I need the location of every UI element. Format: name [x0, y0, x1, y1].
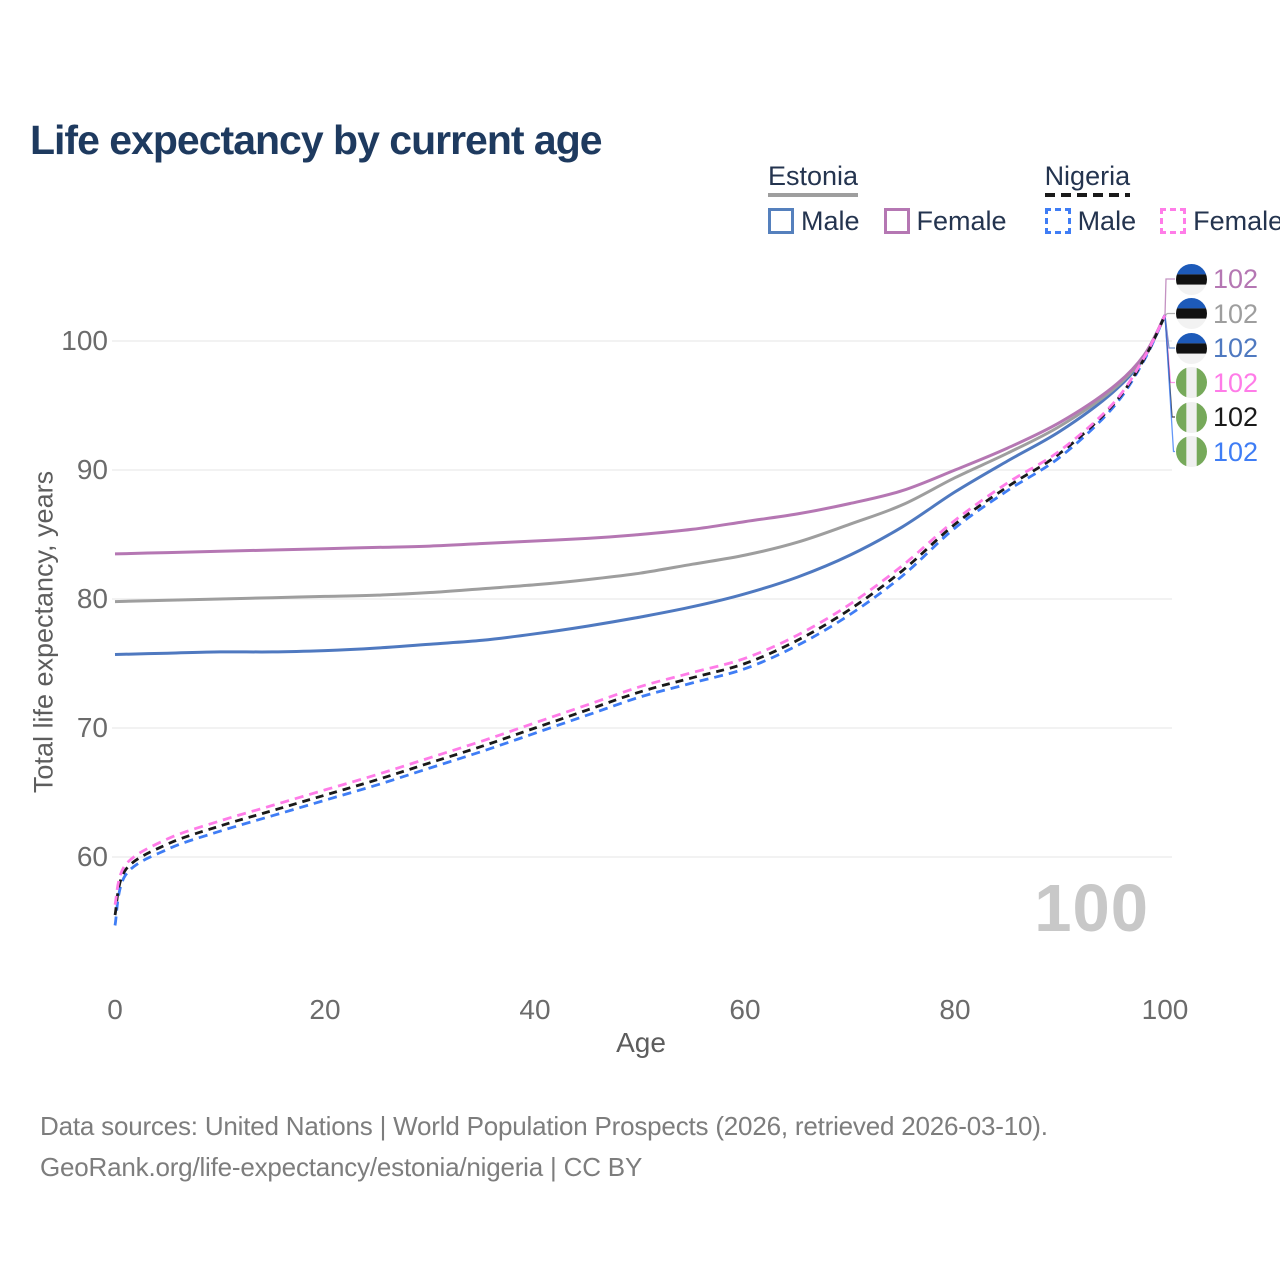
legend-solid-underline [768, 193, 859, 197]
legend-swatch-estonia-male [768, 208, 794, 234]
end-value-nigeria-female: 102 [1213, 367, 1259, 398]
x-tick-20: 20 [309, 994, 341, 1025]
nigeria-flag-icon [1176, 401, 1207, 433]
legend-group-nigeria: Nigeria Male Female [1044, 161, 1280, 236]
end-value-nigeria-male: 102 [1213, 436, 1259, 467]
legend-country-nigeria[interactable]: Nigeria [1044, 161, 1131, 197]
estonia-flag-icon [1176, 263, 1207, 295]
footer-attribution-line: GeoRank.org/life-expectancy/estonia/nige… [40, 1152, 643, 1182]
legend-swatch-nigeria-female [1160, 208, 1187, 234]
x-axis-title: Age [616, 1027, 666, 1058]
legend-dashed-underline [1044, 193, 1131, 197]
legend-swatch-nigeria-male [1044, 208, 1071, 234]
legend-item-nigeria-female[interactable]: Female [1160, 206, 1280, 236]
legend-country-label: Nigeria [1044, 161, 1131, 191]
page-title: Life expectancy by current age [30, 117, 603, 164]
end-value-estonia-total: 102 [1213, 298, 1259, 329]
legend-item-estonia-female[interactable]: Female [883, 206, 1007, 236]
end-label-estonia-male: 102 [1176, 332, 1258, 364]
legend-item-label: Male [801, 206, 860, 236]
hover-age-indicator: 100 [1034, 871, 1149, 946]
leader-line-nigeria-male [1164, 315, 1175, 453]
line-estonia-male[interactable] [114, 314, 1167, 656]
x-tick-40: 40 [519, 994, 551, 1025]
chart-legend: Estonia Male Female Nigeria Male Female [768, 161, 1280, 236]
end-label-nigeria-total: 102 [1176, 401, 1258, 433]
footer: Data sources: United Nations | World Pop… [40, 1106, 1048, 1188]
y-axis-title: Total life expectancy, years [28, 470, 59, 794]
line-estonia-total[interactable] [114, 314, 1167, 604]
legend-item-nigeria-male[interactable]: Male [1044, 206, 1137, 236]
legend-country-label: Estonia [768, 161, 859, 191]
end-value-estonia-female: 102 [1213, 264, 1259, 294]
x-tick-0: 0 [107, 994, 123, 1025]
x-tick-100: 100 [1141, 994, 1189, 1025]
leader-line-estonia-female [1164, 278, 1175, 316]
nigeria-flag-icon [1176, 436, 1207, 467]
end-value-estonia-male: 102 [1213, 333, 1259, 363]
leader-line-estonia-total [1164, 312, 1175, 316]
x-tick-60: 60 [729, 994, 761, 1025]
line-nigeria-male[interactable] [113, 314, 1167, 926]
estonia-flag-icon [1176, 332, 1207, 364]
line-nigeria-total[interactable] [113, 314, 1167, 916]
legend-item-label: Female [916, 206, 1007, 236]
y-tick-80: 80 [76, 583, 108, 614]
nigeria-flag-icon [1176, 367, 1207, 398]
y-tick-100: 100 [61, 325, 108, 356]
legend-item-label: Male [1077, 206, 1137, 236]
legend-item-estonia-male[interactable]: Male [768, 206, 860, 236]
x-tick-80: 80 [939, 994, 971, 1025]
footer-sources-line: Data sources: United Nations | World Pop… [40, 1111, 1048, 1141]
legend-group-estonia: Estonia Male Female [768, 161, 1007, 236]
end-label-estonia-total: 102 [1176, 298, 1258, 330]
legend-country-estonia[interactable]: Estonia [768, 161, 859, 197]
y-tick-70: 70 [76, 712, 108, 743]
y-tick-90: 90 [76, 454, 108, 485]
end-label-nigeria-female: 102 [1176, 367, 1258, 399]
legend-item-label: Female [1193, 206, 1280, 236]
legend-swatch-estonia-female [883, 208, 910, 234]
y-tick-60: 60 [76, 841, 108, 872]
end-label-nigeria-male: 102 [1176, 436, 1258, 468]
estonia-flag-icon [1176, 298, 1207, 329]
end-label-estonia-female: 102 [1176, 263, 1258, 295]
end-value-nigeria-total: 102 [1213, 402, 1259, 432]
line-estonia-female[interactable] [114, 314, 1167, 556]
